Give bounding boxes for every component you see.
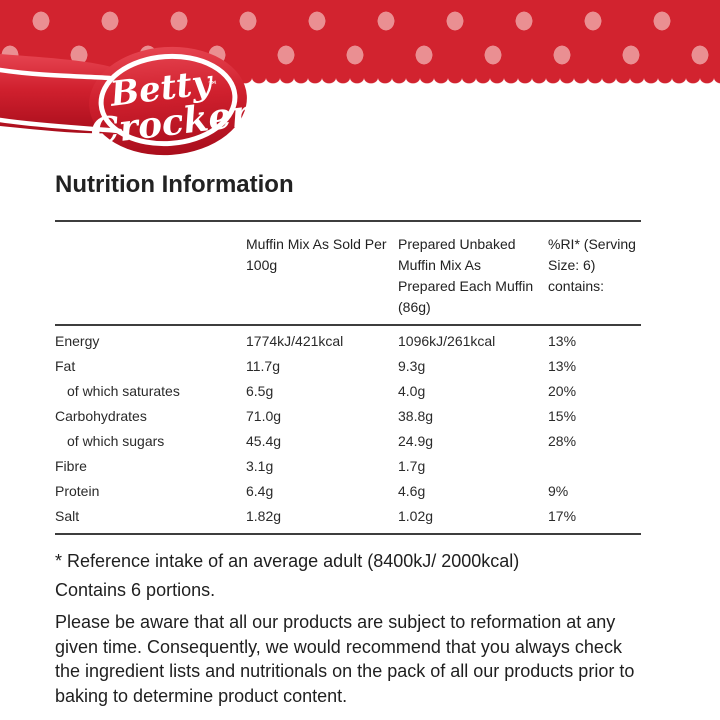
table-row-salt: Salt 1.82g 1.02g 17% (55, 504, 641, 529)
prepared-value: 1.7g (398, 458, 426, 474)
col-header-prepared: Prepared Unbaked Muffin Mix As Prepared … (398, 236, 534, 315)
ri-value: 13% (548, 358, 577, 374)
ri-value: 28% (548, 433, 577, 449)
as-sold-value: 71.0g (246, 408, 282, 424)
row-label: of which saturates (67, 383, 180, 399)
col-header-nutrient (55, 234, 246, 318)
table-row-protein: Protein 6.4g 4.6g 9% (55, 479, 641, 504)
spoon-bowl-ring (98, 53, 238, 147)
row-label: Protein (55, 483, 100, 499)
table-row-saturates: of which saturates 6.5g 4.0g 20% (55, 379, 641, 404)
logo-trademark: ™ (207, 80, 218, 92)
nutrition-section: Nutrition Information Muffin Mix As Sold… (55, 170, 641, 708)
prepared-value: 4.0g (398, 383, 426, 399)
page-title: Nutrition Information (55, 171, 294, 198)
table-header-row: Muffin Mix As Sold Per 100g Prepared Unb… (55, 222, 641, 326)
table-body: Energy 1774kJ/421kcal 1096kJ/261kcal 13%… (55, 326, 641, 533)
as-sold-value: 45.4g (246, 433, 282, 449)
row-label: Fat (55, 358, 76, 374)
col-header-as-sold: Muffin Mix As Sold Per 100g (246, 236, 387, 273)
as-sold-value: 6.4g (246, 483, 274, 499)
as-sold-value: 3.1g (246, 458, 274, 474)
table-row-sugars: of which sugars 45.4g 24.9g 28% (55, 429, 641, 454)
row-label: Salt (55, 508, 80, 524)
prepared-value: 38.8g (398, 408, 434, 424)
as-sold-value: 1774kJ/421kcal (246, 333, 344, 349)
table-row-fat: Fat 11.7g 9.3g 13% (55, 354, 641, 379)
table-row-carbohydrates: Carbohydrates 71.0g 38.8g 15% (55, 404, 641, 429)
table-row-fibre: Fibre 3.1g 1.7g (55, 454, 641, 479)
row-label: Carbohydrates (55, 408, 147, 424)
prepared-value: 24.9g (398, 433, 434, 449)
handle-highlight-top (0, 67, 113, 81)
table-row-energy: Energy 1774kJ/421kcal 1096kJ/261kcal 13% (55, 329, 641, 354)
betty-crocker-logo[interactable]: Betty ™ Crocker (0, 0, 270, 170)
brand-header: Betty ™ Crocker (0, 0, 720, 156)
as-sold-value: 1.82g (246, 508, 282, 524)
col-header-ri: %RI* (Serving Size: 6) contains: (548, 236, 636, 294)
portions-note: Contains 6 portions. (55, 580, 216, 600)
prepared-value: 4.6g (398, 483, 426, 499)
ri-value: 17% (548, 508, 577, 524)
as-sold-value: 6.5g (246, 383, 274, 399)
handle-highlight-bottom (0, 117, 123, 134)
prepared-value: 1.02g (398, 508, 434, 524)
reformulation-disclaimer: Please be aware that all our products ar… (55, 612, 635, 706)
as-sold-value: 11.7g (246, 358, 280, 374)
scalloped-edge (0, 78, 720, 86)
ri-value: 20% (548, 383, 577, 399)
ri-value (548, 454, 641, 479)
prepared-value: 1096kJ/261kcal (398, 333, 496, 349)
ri-value: 13% (548, 333, 577, 349)
ri-value: 9% (548, 483, 569, 499)
ri-value: 15% (548, 408, 577, 424)
spoon-bowl (89, 46, 247, 156)
row-label: Fibre (55, 458, 87, 474)
row-label: Energy (55, 333, 100, 349)
reference-intake-note: * Reference intake of an average adult (… (55, 551, 520, 571)
row-label: of which sugars (67, 433, 165, 449)
nutrition-table: Muffin Mix As Sold Per 100g Prepared Unb… (55, 220, 641, 535)
prepared-value: 9.3g (398, 358, 426, 374)
